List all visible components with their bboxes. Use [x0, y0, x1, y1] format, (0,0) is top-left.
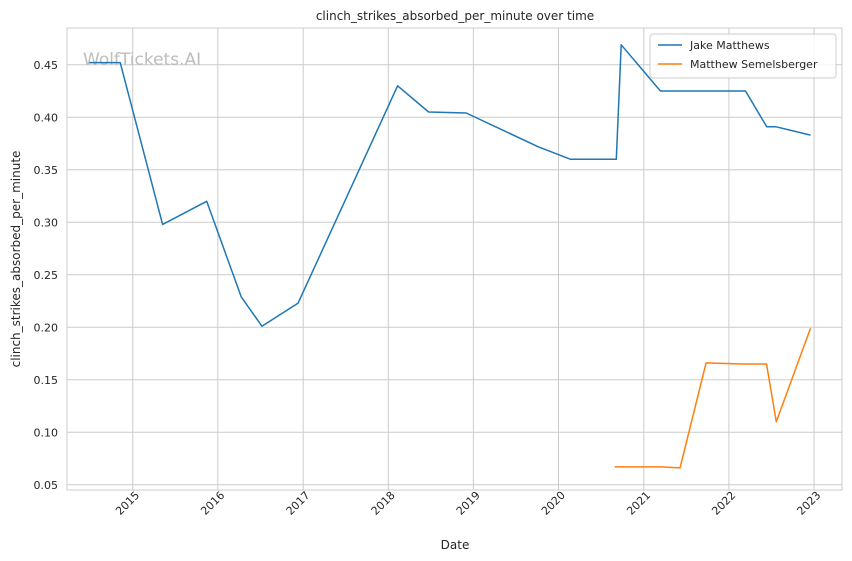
x-tick-label: 2017 — [284, 489, 313, 518]
x-tick-label: 2018 — [369, 489, 398, 518]
y-tick-labels: 0.05 0.10 0.15 0.20 0.25 0.30 0.35 0.40 0.45 — [34, 59, 59, 492]
plot-area — [67, 28, 842, 490]
x-tick-label: 2019 — [454, 489, 483, 518]
y-tick-label: 0.45 — [34, 59, 59, 72]
series-layer — [89, 44, 812, 469]
chart-title: clinch_strikes_absorbed_per_minute over … — [316, 9, 594, 23]
x-tick-label: 2022 — [709, 489, 738, 518]
legend-label-matthew-semelsberger: Matthew Semelsberger — [690, 58, 818, 71]
legend: Jake Matthews Matthew Semelsberger — [649, 33, 837, 79]
y-tick-label: 0.10 — [34, 426, 59, 439]
legend-label-jake-matthews: Jake Matthews — [689, 39, 770, 52]
y-tick-label: 0.30 — [34, 216, 59, 229]
y-gridlines — [67, 64, 842, 486]
series-line-jake-matthews — [89, 44, 811, 327]
x-tick-labels: 2015 2016 2017 2018 2019 2020 2021 2022 2023 — [113, 489, 823, 518]
x-axis-title: Date — [441, 538, 470, 552]
x-tick-label: 2015 — [113, 489, 142, 518]
x-tick-label: 2020 — [539, 489, 568, 518]
y-tick-label: 0.20 — [34, 321, 59, 334]
x-tick-label: 2016 — [198, 489, 227, 518]
y-tick-label: 0.15 — [34, 374, 59, 387]
x-tick-label: 2023 — [794, 489, 823, 518]
legend-box — [649, 33, 837, 79]
series-line-matthew-semelsberger — [614, 328, 812, 469]
x-tick-label: 2021 — [624, 489, 653, 518]
y-axis-title: clinch_strikes_absorbed_per_minute — [9, 151, 23, 368]
y-tick-label: 0.25 — [34, 269, 59, 282]
watermark-text: WolfTickets.AI — [83, 50, 201, 70]
y-tick-label: 0.40 — [34, 111, 59, 124]
y-tick-label: 0.05 — [34, 479, 59, 492]
y-tick-label: 0.35 — [34, 164, 59, 177]
plot-frame — [66, 27, 843, 491]
